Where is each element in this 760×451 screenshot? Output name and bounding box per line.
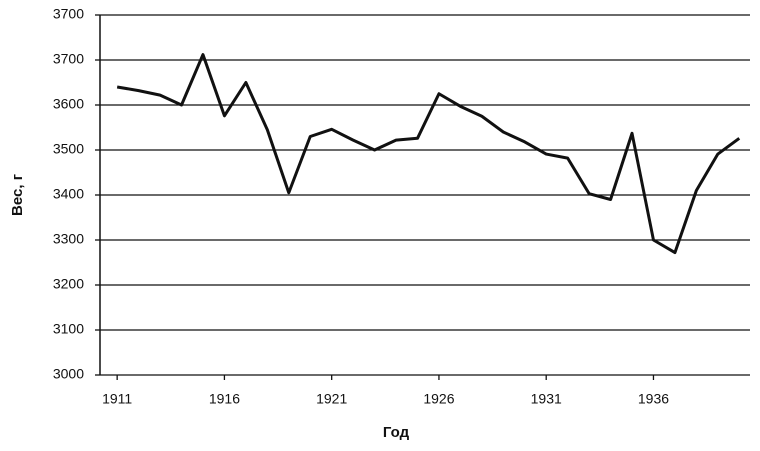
y-tick-label: 3200 <box>53 276 84 292</box>
x-tick-label: 1911 <box>102 391 132 407</box>
y-tick-label: 3400 <box>53 186 84 202</box>
x-tick-label: 1916 <box>209 391 240 407</box>
y-tick-label: 3000 <box>53 366 84 382</box>
y-tick-label: 3300 <box>53 231 84 247</box>
x-axis-title: Год <box>383 424 410 441</box>
y-tick-label: 3100 <box>53 321 84 337</box>
y-tick-label: 3700 <box>53 6 84 22</box>
data-line <box>116 53 741 255</box>
y-tick-label: 3700 <box>53 51 84 67</box>
y-tick-label: 3600 <box>53 96 84 112</box>
x-tick-label: 1936 <box>638 391 669 407</box>
x-tick-label: 1926 <box>423 391 454 407</box>
x-tick-label: 1931 <box>531 391 562 407</box>
y-tick-label: 3500 <box>53 141 84 157</box>
x-tick-label: 1921 <box>316 391 347 407</box>
y-axis-title: Вес, г <box>9 174 26 216</box>
